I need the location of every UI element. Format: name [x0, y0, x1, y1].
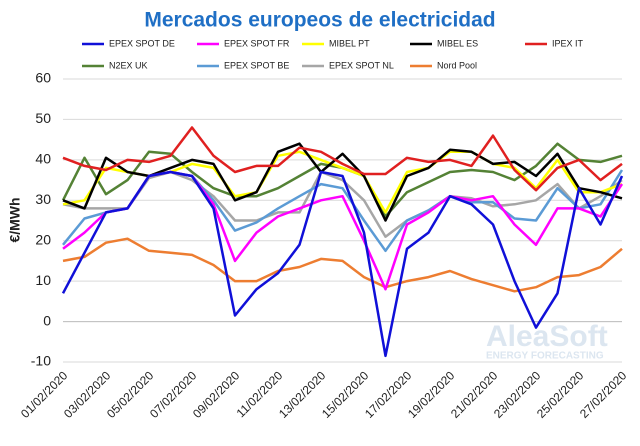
watermark-tagline: ENERGY FORECASTING — [486, 351, 604, 362]
y-tick-label: 40 — [35, 151, 51, 167]
y-tick-label: 60 — [35, 70, 51, 86]
y-tick-label: -10 — [31, 353, 51, 369]
legend-label: Nord Pool — [437, 60, 477, 70]
series-line — [61, 170, 624, 358]
legend-label: EPEX SPOT DE — [109, 38, 175, 48]
y-tick-label: 0 — [43, 312, 51, 328]
watermark: AleaSoft — [486, 320, 608, 353]
y-tick-label: 30 — [35, 191, 51, 207]
legend-label: MIBEL ES — [437, 38, 478, 48]
legend-label: EPEX SPOT BE — [224, 60, 289, 70]
legend-label: EPEX SPOT NL — [329, 60, 394, 70]
legend-label: MIBEL PT — [329, 38, 370, 48]
y-tick-label: 10 — [35, 272, 51, 288]
chart-title: Mercados europeos de electricidad — [144, 9, 495, 32]
y-tick-label: 20 — [35, 231, 51, 247]
legend-label: EPEX SPOT FR — [224, 38, 290, 48]
legend-label: N2EX UK — [109, 60, 148, 70]
series-line — [62, 170, 623, 238]
series-line — [62, 142, 623, 222]
series-line — [62, 126, 623, 192]
legend-label: IPEX IT — [552, 38, 584, 48]
y-axis-label: €/MWh — [7, 197, 23, 242]
y-tick-label: 50 — [35, 110, 51, 126]
series-line — [62, 237, 623, 293]
